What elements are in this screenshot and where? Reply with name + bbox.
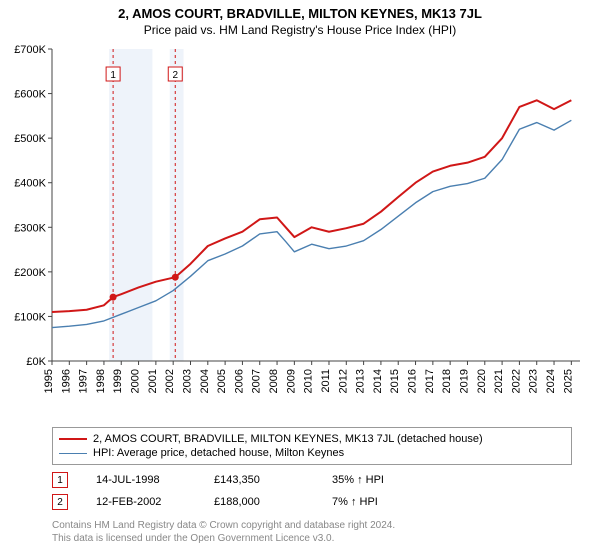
legend-label: 2, AMOS COURT, BRADVILLE, MILTON KEYNES,… <box>93 433 483 445</box>
legend-swatch <box>59 438 87 440</box>
svg-text:2007: 2007 <box>251 369 263 393</box>
svg-text:2005: 2005 <box>216 369 228 393</box>
svg-text:2008: 2008 <box>268 369 280 393</box>
svg-text:2009: 2009 <box>285 369 297 393</box>
svg-text:1995: 1995 <box>43 369 55 393</box>
chart-svg: £0K £100K £200K £300K £400K £500K £600K £700K 19… <box>0 41 600 421</box>
sale-marker-num: 1 <box>57 475 63 486</box>
legend-label: HPI: Average price, detached house, Milt… <box>93 447 344 459</box>
sale-marker-icon: 2 <box>52 494 68 510</box>
svg-text:2000: 2000 <box>130 369 142 393</box>
sales-row: 1 14-JUL-1998 £143,350 35% ↑ HPI <box>52 469 572 491</box>
svg-text:£600K: £600K <box>14 89 46 101</box>
svg-text:2003: 2003 <box>181 369 193 393</box>
svg-text:1998: 1998 <box>95 369 107 393</box>
svg-text:2: 2 <box>172 70 178 81</box>
title-address: 2, AMOS COURT, BRADVILLE, MILTON KEYNES,… <box>0 6 600 21</box>
svg-text:2021: 2021 <box>493 369 505 393</box>
footnote: Contains HM Land Registry data © Crown c… <box>52 519 572 545</box>
chart-container: 2, AMOS COURT, BRADVILLE, MILTON KEYNES,… <box>0 0 600 545</box>
sale-hpi-diff: 35% ↑ HPI <box>332 474 422 486</box>
svg-text:1997: 1997 <box>78 369 90 393</box>
svg-text:2012: 2012 <box>337 369 349 393</box>
sales-table: 1 14-JUL-1998 £143,350 35% ↑ HPI 2 12-FE… <box>52 469 572 513</box>
svg-text:2025: 2025 <box>562 369 574 393</box>
svg-text:2023: 2023 <box>528 369 540 393</box>
svg-text:2010: 2010 <box>303 369 315 393</box>
svg-text:2004: 2004 <box>199 369 211 393</box>
svg-text:£200K: £200K <box>14 267 46 279</box>
svg-text:2001: 2001 <box>147 369 159 393</box>
sale-marker-num: 2 <box>57 497 63 508</box>
svg-text:£300K: £300K <box>14 222 46 234</box>
svg-text:£400K: £400K <box>14 178 46 190</box>
svg-text:2018: 2018 <box>441 369 453 393</box>
svg-text:£500K: £500K <box>14 133 46 145</box>
svg-text:2019: 2019 <box>458 369 470 393</box>
svg-text:2002: 2002 <box>164 369 176 393</box>
svg-text:2013: 2013 <box>355 369 367 393</box>
svg-text:£100K: £100K <box>14 311 46 323</box>
sale-date: 14-JUL-1998 <box>96 474 186 486</box>
svg-text:2014: 2014 <box>372 369 384 393</box>
svg-text:£700K: £700K <box>14 44 46 56</box>
sale-price: £143,350 <box>214 474 304 486</box>
svg-text:2011: 2011 <box>320 369 332 393</box>
sale-marker-icon: 1 <box>52 472 68 488</box>
svg-text:2020: 2020 <box>476 369 488 393</box>
sale-hpi-diff: 7% ↑ HPI <box>332 496 422 508</box>
sale-date: 12-FEB-2002 <box>96 496 186 508</box>
legend: 2, AMOS COURT, BRADVILLE, MILTON KEYNES,… <box>52 427 572 465</box>
svg-text:2016: 2016 <box>407 369 419 393</box>
svg-text:1996: 1996 <box>60 369 72 393</box>
legend-item: 2, AMOS COURT, BRADVILLE, MILTON KEYNES,… <box>59 432 565 446</box>
svg-text:2024: 2024 <box>545 369 557 393</box>
svg-text:£0K: £0K <box>26 356 46 368</box>
legend-item: HPI: Average price, detached house, Milt… <box>59 446 565 460</box>
chart-area: £0K £100K £200K £300K £400K £500K £600K £700K 19… <box>0 41 600 421</box>
footnote-line: This data is licensed under the Open Gov… <box>52 532 572 545</box>
sale-price: £188,000 <box>214 496 304 508</box>
title-subtitle: Price paid vs. HM Land Registry's House … <box>0 21 600 41</box>
svg-text:2017: 2017 <box>424 369 436 393</box>
footnote-line: Contains HM Land Registry data © Crown c… <box>52 519 572 532</box>
svg-text:2015: 2015 <box>389 369 401 393</box>
svg-text:2006: 2006 <box>233 369 245 393</box>
svg-text:1999: 1999 <box>112 369 124 393</box>
sales-row: 2 12-FEB-2002 £188,000 7% ↑ HPI <box>52 491 572 513</box>
svg-text:2022: 2022 <box>510 369 522 393</box>
legend-swatch <box>59 453 87 454</box>
title-block: 2, AMOS COURT, BRADVILLE, MILTON KEYNES,… <box>0 0 600 41</box>
svg-text:1: 1 <box>110 70 116 81</box>
